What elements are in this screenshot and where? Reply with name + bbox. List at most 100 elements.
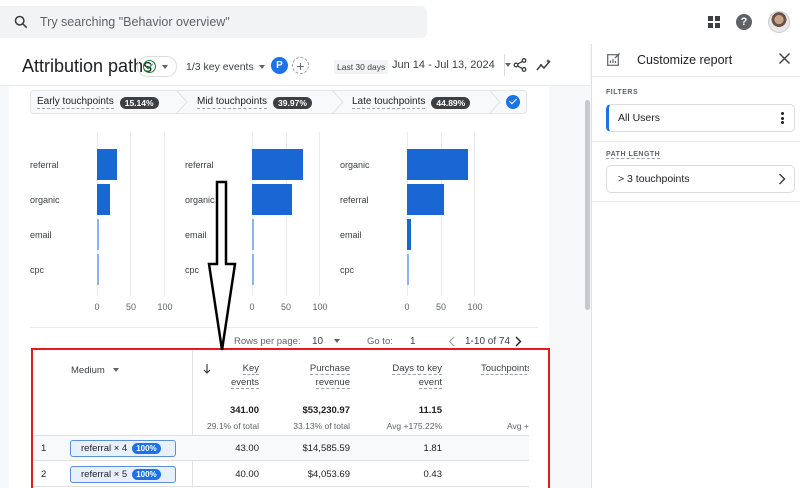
bar[interactable]: [407, 149, 468, 180]
key-events-label: 1/3 key events: [186, 61, 254, 73]
column-header-purchase-revenue[interactable]: Purchase revenue: [309, 362, 350, 390]
goto-label: Go to:: [367, 336, 393, 347]
table-row[interactable]: 1 referral × 4 100% 43.00 $14,585.59 1.8…: [33, 436, 529, 461]
bar[interactable]: [252, 254, 254, 285]
x-tick: 0: [94, 302, 100, 312]
panel-header: Customize report: [592, 44, 800, 77]
tab-late-touchpoints[interactable]: Late touchpoints 44.89%: [352, 96, 471, 109]
filter-card-all-users[interactable]: All Users: [606, 104, 795, 132]
category-label: organic: [30, 195, 60, 205]
bar[interactable]: [252, 184, 292, 215]
bar[interactable]: [407, 184, 444, 215]
rows-per-page-select[interactable]: 10: [312, 336, 340, 347]
search-placeholder: Try searching "Behavior overview": [40, 15, 230, 29]
bar[interactable]: [407, 219, 411, 250]
column-header-days-to-key-event[interactable]: Days to key event: [392, 362, 442, 390]
avatar[interactable]: [768, 11, 790, 33]
help-icon[interactable]: ?: [736, 14, 752, 30]
category-label: referral: [185, 160, 214, 170]
total-purchase-revenue: $53,230.97: [302, 405, 350, 416]
report-content: Early touchpoints 15.14% Mid touchpoints…: [9, 86, 550, 488]
apps-grid-icon[interactable]: [708, 16, 720, 28]
category-label: cpc: [30, 265, 45, 275]
tab-percent-badge: 15.14%: [119, 96, 159, 109]
x-tick: 100: [312, 302, 328, 312]
tab-label: Early touchpoints: [37, 96, 114, 109]
share-icon[interactable]: [513, 58, 527, 72]
chevron-separator-icon: [176, 91, 188, 113]
scrollbar[interactable]: [585, 100, 590, 310]
panel-title: Customize report: [637, 53, 733, 67]
total-subtext: 33.13% of total: [293, 421, 350, 431]
column-header-key-events[interactable]: Key events: [231, 362, 259, 390]
header-line: event: [418, 377, 442, 389]
search-box[interactable]: Try searching "Behavior overview": [0, 6, 427, 38]
divider: [592, 141, 800, 142]
category-label: email: [340, 230, 362, 240]
x-tick: 100: [467, 302, 483, 312]
chevron-down-icon: [162, 64, 168, 69]
bar[interactable]: [97, 149, 117, 180]
comparison-badge[interactable]: P: [271, 57, 288, 74]
cell-purchase-revenue: $4,053.69: [307, 469, 350, 480]
tab-mid-touchpoints[interactable]: Mid touchpoints 39.97%: [197, 96, 312, 109]
total-key-events: 341.00: [229, 405, 259, 416]
check-circle-icon[interactable]: [506, 95, 520, 109]
row-index: 1: [41, 443, 47, 454]
bar[interactable]: [407, 254, 409, 285]
add-comparison-button[interactable]: +: [292, 57, 309, 74]
path-length-selector[interactable]: > 3 touchpoints: [606, 165, 795, 193]
tab-percent-badge: 44.89%: [431, 96, 471, 109]
path-chip[interactable]: referral × 4 100%: [70, 440, 176, 457]
check-circle-icon: [143, 60, 156, 73]
next-page-icon[interactable]: [515, 336, 522, 347]
header-line: Purchase: [309, 363, 350, 375]
goto-input[interactable]: 1: [410, 336, 416, 347]
path-percent-badge: 100%: [132, 469, 161, 480]
date-range-picker[interactable]: Jun 14 - Jul 13, 2024: [392, 59, 511, 71]
column-header-touchpoints[interactable]: Touchpoints: [481, 362, 529, 376]
dimension-header-label: Medium: [71, 365, 105, 376]
search-icon: [14, 15, 28, 29]
x-tick: 100: [157, 302, 173, 312]
x-tick: 50: [125, 302, 137, 312]
path-length-label: PATH LENGTH: [606, 151, 661, 159]
divider: [592, 201, 800, 202]
divider: [504, 54, 505, 76]
table-row[interactable]: 2 referral × 5 100% 40.00 $4,053.69 0.43: [33, 462, 529, 487]
tab-label: Mid touchpoints: [197, 96, 268, 109]
key-events-dropdown[interactable]: 1/3 key events: [186, 61, 265, 73]
category-label: organic: [340, 160, 370, 170]
path-length-value: > 3 touchpoints: [618, 173, 690, 185]
previous-page-icon[interactable]: [448, 336, 455, 347]
x-tick: 0: [249, 302, 255, 312]
header-line: Days to key: [392, 363, 442, 375]
category-label: cpc: [185, 265, 200, 275]
category-label: referral: [30, 160, 59, 170]
bar[interactable]: [97, 254, 99, 285]
header-line: events: [231, 377, 259, 389]
rows-per-page-value: 10: [312, 336, 324, 347]
filter-value: All Users: [618, 112, 661, 124]
bar[interactable]: [97, 219, 99, 250]
total-subtext: Avg +175.22%: [386, 421, 442, 431]
arrow-down-icon[interactable]: [203, 364, 211, 374]
total-subtext: Avg +: [507, 421, 529, 431]
dimension-header[interactable]: Medium: [71, 364, 120, 378]
bar[interactable]: [97, 184, 110, 215]
close-icon[interactable]: [778, 52, 791, 65]
table-header: Medium Key events Purchase revenue Days to…: [33, 350, 529, 436]
insights-icon[interactable]: [536, 58, 552, 72]
total-subtext: 29.1% of total: [207, 421, 259, 431]
x-tick: 50: [435, 302, 447, 312]
chevron-separator-icon: [489, 91, 501, 113]
bar[interactable]: [252, 219, 254, 250]
report-status-dropdown[interactable]: [137, 56, 177, 77]
total-days-to-key-event: 11.15: [418, 405, 442, 416]
chart-mid-touchpoints: referral organic email cpc 0 50 100: [185, 132, 345, 322]
tab-early-touchpoints[interactable]: Early touchpoints 15.14%: [37, 96, 159, 109]
path-chip[interactable]: referral × 5 100%: [70, 466, 176, 483]
category-label: email: [30, 230, 52, 240]
bar[interactable]: [252, 149, 303, 180]
more-vert-icon[interactable]: [781, 112, 784, 124]
